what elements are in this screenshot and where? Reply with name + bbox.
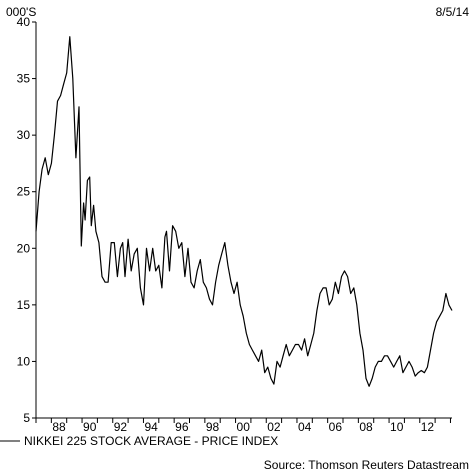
x-tick-label: 92: [114, 420, 128, 434]
y-tick-label: 5: [23, 411, 30, 425]
y-axis: 5 10 15 20 25 30 35 40: [17, 15, 37, 425]
x-tick-label: 94: [144, 420, 158, 434]
y-tick-label: 20: [17, 241, 31, 255]
x-tick-label: 06: [329, 420, 343, 434]
x-tick-label: 88: [52, 420, 66, 434]
y-tick-label: 15: [17, 298, 31, 312]
y-tick-label: 40: [17, 15, 31, 29]
x-tick-label: 00: [237, 420, 251, 434]
x-tick-label: 96: [175, 420, 189, 434]
y-tick-label: 35: [17, 72, 31, 86]
x-tick-label: 08: [359, 420, 373, 434]
x-tick-label: 02: [267, 420, 281, 434]
legend-entry: NIKKEI 225 STOCK AVERAGE - PRICE INDEX: [24, 434, 278, 448]
series-line-nikkei-225: [35, 36, 453, 387]
source-note: Source: Thomson Reuters Datastream: [264, 458, 469, 472]
y-tick-label: 10: [17, 354, 31, 368]
x-tick-label: 98: [206, 420, 220, 434]
plot-area: [35, 36, 453, 387]
date-label: 8/5/14: [436, 5, 470, 19]
x-tick-label: 90: [83, 420, 97, 434]
y-tick-label: 30: [17, 128, 31, 142]
y-tick-label: 25: [17, 185, 31, 199]
x-tick-label: 04: [298, 420, 312, 434]
x-tick-label: 10: [390, 420, 404, 434]
x-tick-label: 12: [421, 420, 435, 434]
x-axis: 88 90 92 94 96 98 00 02 04 06 08 10 12: [35, 417, 452, 434]
unit-label: 000'S: [6, 5, 36, 19]
